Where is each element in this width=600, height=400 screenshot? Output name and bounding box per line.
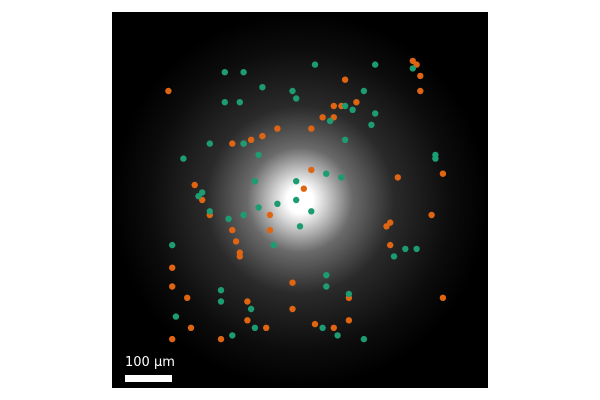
green-marker [217, 298, 225, 305]
green-marker-group [169, 61, 439, 343]
green-marker [206, 208, 213, 215]
microscope-image [112, 12, 488, 388]
green-marker [240, 140, 247, 147]
green-marker [372, 110, 379, 117]
green-marker [255, 204, 262, 211]
green-marker [169, 241, 176, 249]
orange-marker [311, 320, 319, 328]
green-marker [180, 155, 187, 162]
green-marker [296, 223, 304, 230]
orange-marker [266, 211, 274, 219]
green-marker [289, 87, 296, 95]
orange-marker [330, 324, 337, 331]
green-marker [402, 245, 409, 253]
green-marker [409, 65, 416, 72]
green-marker [326, 117, 334, 125]
orange-marker [266, 226, 274, 234]
orange-marker [169, 264, 176, 271]
orange-marker [387, 241, 394, 249]
orange-marker [300, 185, 307, 192]
orange-marker [263, 324, 270, 331]
green-marker [221, 99, 228, 106]
green-marker [255, 151, 262, 159]
green-marker [240, 69, 247, 76]
green-marker [341, 136, 349, 143]
orange-marker [439, 294, 447, 301]
orange-marker [319, 114, 326, 121]
green-marker [338, 174, 345, 181]
orange-marker [330, 102, 337, 110]
orange-marker [247, 136, 255, 143]
green-marker [274, 200, 281, 207]
orange-marker [232, 238, 240, 245]
orange-marker [417, 72, 424, 80]
green-marker [372, 61, 379, 68]
scale-bar-label: 100 µm [125, 355, 175, 370]
green-marker [345, 290, 353, 298]
orange-marker [259, 132, 266, 140]
green-marker [251, 324, 259, 331]
green-marker [236, 99, 243, 106]
green-marker [319, 324, 326, 331]
orange-marker [308, 125, 315, 132]
green-marker [293, 178, 300, 185]
green-marker [432, 155, 439, 162]
green-marker [221, 69, 228, 76]
green-marker [293, 196, 300, 204]
green-marker [195, 193, 202, 200]
green-marker [311, 61, 319, 68]
orange-marker [308, 166, 315, 174]
orange-marker [428, 211, 435, 219]
orange-marker [169, 335, 176, 343]
green-marker [251, 178, 259, 185]
orange-marker [244, 298, 251, 305]
green-marker [390, 253, 398, 260]
orange-marker [165, 87, 172, 95]
green-marker [225, 215, 232, 222]
orange-marker [353, 99, 360, 106]
green-marker [360, 87, 368, 95]
green-marker [206, 140, 213, 147]
green-marker [323, 272, 330, 279]
orange-marker [187, 324, 195, 331]
orange-marker [236, 253, 243, 260]
orange-marker [345, 317, 353, 324]
orange-marker [217, 335, 225, 343]
orange-marker [341, 76, 349, 83]
orange-marker [439, 170, 447, 177]
orange-marker [394, 174, 401, 181]
orange-marker [417, 87, 424, 95]
green-marker [240, 211, 247, 219]
orange-marker [289, 305, 296, 313]
orange-marker [184, 294, 191, 301]
orange-marker [229, 140, 236, 147]
green-marker [229, 332, 236, 339]
green-marker [270, 241, 277, 249]
green-marker [293, 95, 300, 102]
orange-marker [169, 283, 176, 290]
green-marker [308, 208, 315, 215]
scale-bar [125, 375, 172, 382]
green-marker [217, 287, 225, 294]
central-glow [112, 12, 488, 388]
green-marker [349, 106, 356, 114]
green-marker [368, 121, 375, 128]
green-marker [334, 332, 341, 339]
green-marker [323, 283, 330, 290]
orange-marker [387, 219, 394, 226]
green-marker [413, 245, 420, 253]
green-marker [341, 102, 349, 110]
green-marker [360, 335, 368, 343]
green-marker [323, 170, 330, 177]
green-marker [247, 305, 255, 313]
orange-marker [289, 279, 296, 286]
green-marker [259, 84, 266, 91]
orange-marker [229, 226, 236, 234]
orange-marker [274, 125, 281, 132]
orange-marker [244, 317, 251, 324]
green-marker [172, 313, 180, 320]
orange-marker [191, 181, 198, 189]
